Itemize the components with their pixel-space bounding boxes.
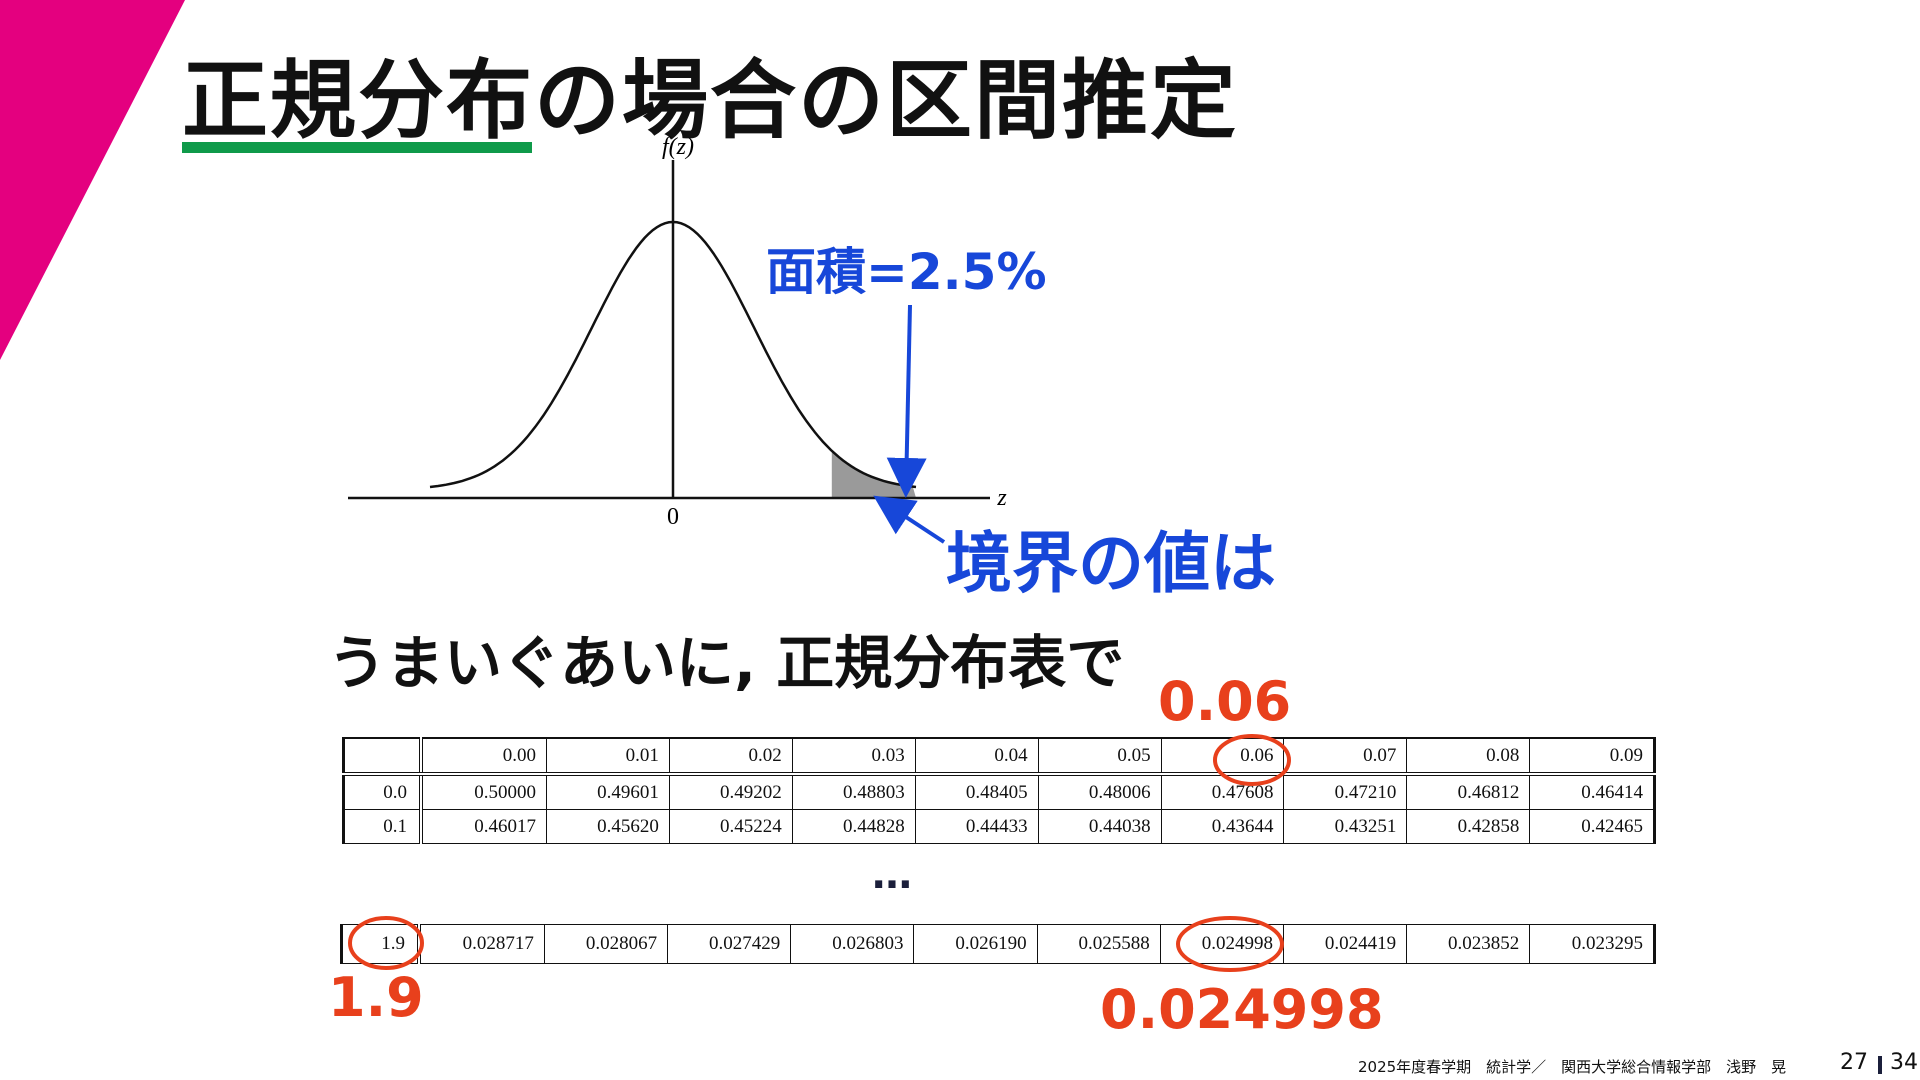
table-cell: 0.026190 (913, 924, 1038, 964)
table-ellipsis: … (872, 852, 916, 898)
slide-title: 正規分布の場合の区間推定 (182, 51, 1238, 151)
header-cell: 0.06 (1160, 738, 1284, 776)
footer-text: 2025年度春学期 統計学／ 関西大学総合情報学部 浅野 晃 (1358, 1058, 1787, 1076)
value-callout: 0.024998 (1100, 978, 1384, 1041)
row-callout: 1.9 (328, 966, 424, 1029)
shaded-tail-area (831, 450, 916, 498)
table-cell: 0.42465 (1529, 809, 1655, 844)
subtitle: うまいぐあいに, 正規分布表で (328, 629, 1125, 697)
column-callout: 0.06 (1158, 670, 1292, 733)
table-cell: 0.023295 (1529, 924, 1655, 964)
table-cell: 0.48803 (791, 774, 916, 810)
table-cell: 0.44433 (914, 809, 1039, 844)
table-cell: 0.50000 (418, 774, 547, 810)
x-axis-label: z (996, 485, 1007, 511)
table-cell: 0.46017 (418, 809, 547, 844)
header-cell: 0.09 (1529, 738, 1655, 776)
normal-table-bottom: 1.9 0.028717 0.028067 0.027429 0.026803 … (340, 924, 1656, 964)
table-cell: 0.47608 (1160, 774, 1284, 810)
table-cell: 0.024419 (1282, 924, 1407, 964)
table-cell: 0.48006 (1037, 774, 1162, 810)
table-cell: 0.49202 (668, 774, 793, 810)
table-cell: 0.43251 (1283, 809, 1407, 844)
table-cell: 0.028717 (416, 924, 545, 964)
table-cell: 0.026803 (790, 924, 914, 964)
header-cell: 0.01 (545, 738, 670, 776)
normal-distribution-figure: f(z) z 0 (348, 134, 1007, 530)
header-corner-cell (343, 738, 421, 776)
table-row: 0.1 0.46017 0.45620 0.45224 0.44828 0.44… (343, 809, 1655, 844)
header-cell: 0.03 (791, 738, 916, 776)
origin-label: 0 (667, 504, 679, 530)
y-axis-label: f(z) (662, 134, 694, 160)
header-cell: 0.00 (418, 738, 547, 776)
table-cell: 0.45620 (545, 809, 670, 844)
corner-accent-shape (0, 0, 185, 360)
table-cell: 0.49601 (545, 774, 670, 810)
table-cell: 0.027429 (667, 924, 791, 964)
row-head-cell: 1.9 (341, 924, 419, 964)
table-header-row: 0.00 0.01 0.02 0.03 0.04 0.05 0.06 0.07 … (343, 738, 1655, 776)
boundary-value-label: 境界の値は (946, 525, 1276, 602)
table-cell: 0.46812 (1406, 774, 1530, 810)
header-cell: 0.07 (1283, 738, 1407, 776)
table-cell: 0.43644 (1160, 809, 1284, 844)
header-cell: 0.02 (668, 738, 793, 776)
table-row: 1.9 0.028717 0.028067 0.027429 0.026803 … (341, 924, 1655, 964)
row-head-cell: 0.0 (343, 774, 421, 810)
table-cell: 0.47210 (1283, 774, 1407, 810)
area-label: 面積=2.5% (766, 243, 1047, 301)
table-cell: 0.024998 (1159, 924, 1284, 964)
table-cell: 0.025588 (1036, 924, 1161, 964)
header-cell: 0.04 (914, 738, 1039, 776)
header-cell: 0.08 (1406, 738, 1530, 776)
table-cell: 0.028067 (543, 924, 668, 964)
page-number: 27 (1840, 1050, 1868, 1075)
table-cell: 0.48405 (914, 774, 1039, 810)
page-separator (1878, 1056, 1882, 1074)
table-cell: 0.44828 (791, 809, 916, 844)
table-cell: 0.023852 (1406, 924, 1530, 964)
table-cell: 0.45224 (668, 809, 793, 844)
table-row: 0.0 0.50000 0.49601 0.49202 0.48803 0.48… (343, 774, 1655, 810)
table-cell: 0.46414 (1529, 774, 1655, 810)
page-total: 34 (1890, 1050, 1918, 1075)
row-head-cell: 0.1 (343, 809, 421, 844)
table-cell: 0.44038 (1037, 809, 1162, 844)
density-curve (429, 220, 917, 489)
header-cell: 0.05 (1037, 738, 1162, 776)
table-cell: 0.42858 (1406, 809, 1530, 844)
title-underline (182, 142, 532, 153)
normal-table-top: 0.00 0.01 0.02 0.03 0.04 0.05 0.06 0.07 … (342, 737, 1656, 844)
